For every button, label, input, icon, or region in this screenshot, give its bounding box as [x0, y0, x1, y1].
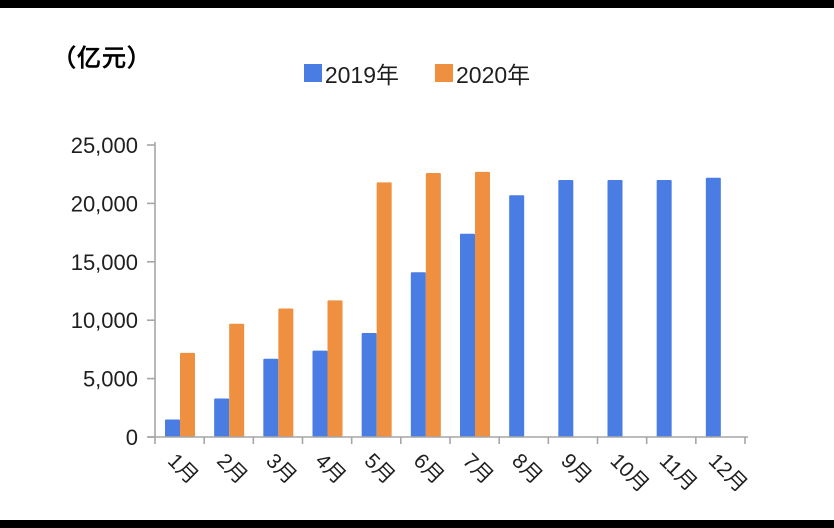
x-label-7月: 7月 [458, 449, 497, 488]
bar-2019年-4月 [312, 350, 328, 437]
bar-2019年-2月 [214, 398, 230, 437]
bar-2019年-10月 [607, 180, 623, 438]
bar-2020年-1月 [180, 352, 195, 437]
x-label-9月: 9月 [556, 449, 595, 488]
x-label-10月: 10月 [606, 449, 654, 497]
bar-2020年-7月 [475, 171, 490, 437]
x-label-4月: 4月 [311, 449, 350, 488]
bar-2020年-3月 [278, 308, 294, 437]
bottom-border-bar [0, 520, 834, 528]
x-label-6月: 6月 [409, 449, 448, 488]
y-tick-label-20000: 20,000 [71, 191, 138, 216]
y-axis-unit-label: （亿元） [52, 46, 152, 72]
bar-2019年-12月 [705, 177, 721, 438]
bar-2020年-6月 [425, 173, 441, 438]
x-label-12月: 12月 [704, 449, 752, 497]
bar-2019年-9月 [558, 180, 574, 438]
bar-2019年-7月 [460, 233, 475, 437]
top-border-bar [0, 0, 834, 8]
y-tick-label-10000: 10,000 [71, 308, 138, 333]
x-label-8月: 8月 [507, 449, 546, 488]
bar-2020年-5月 [376, 182, 392, 437]
bar-2019年-6月 [410, 272, 426, 437]
x-label-5月: 5月 [360, 449, 399, 488]
y-tick-label-5000: 5,000 [83, 367, 138, 392]
y-tick-label-15000: 15,000 [71, 250, 138, 275]
bar-2019年-8月 [509, 195, 525, 437]
bar-2020年-2月 [229, 323, 245, 437]
x-label-1月: 1月 [163, 449, 202, 488]
bar-2019年-3月 [263, 358, 279, 437]
bar-2020年-4月 [327, 300, 343, 437]
x-label-3月: 3月 [261, 449, 300, 488]
bar-2019年-1月 [165, 419, 180, 437]
bar-2019年-11月 [656, 180, 672, 438]
x-label-2月: 2月 [212, 449, 251, 488]
y-tick-label-0: 0 [126, 425, 138, 450]
y-tick-label-25000: 25,000 [71, 133, 138, 158]
x-label-11月: 11月 [655, 449, 702, 496]
bar-2019年-5月 [361, 333, 377, 437]
